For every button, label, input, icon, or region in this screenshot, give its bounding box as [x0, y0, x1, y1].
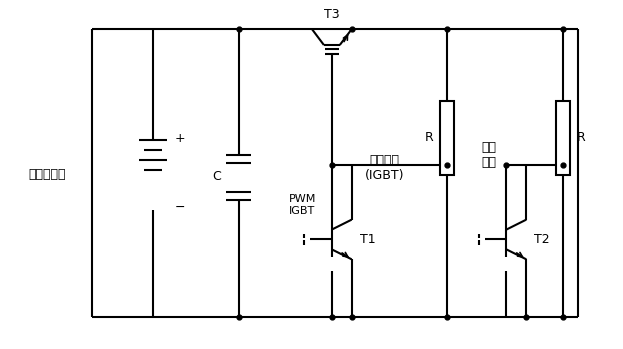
Text: T1: T1: [359, 233, 375, 246]
Text: +: +: [175, 132, 186, 145]
Text: R: R: [425, 131, 434, 144]
Text: 安全開關
(IGBT): 安全開關 (IGBT): [364, 154, 404, 182]
Bar: [440, 101, 454, 175]
Text: C: C: [212, 170, 221, 184]
Bar: [556, 101, 570, 175]
Text: PWM
IGBT: PWM IGBT: [288, 194, 316, 216]
Text: 加熱
元件: 加熱 元件: [481, 141, 496, 169]
Text: 高電圧電池: 高電圧電池: [29, 169, 66, 181]
Text: R: R: [576, 131, 585, 144]
Text: T2: T2: [534, 233, 550, 246]
Text: T3: T3: [324, 8, 340, 21]
Text: −: −: [175, 201, 186, 214]
